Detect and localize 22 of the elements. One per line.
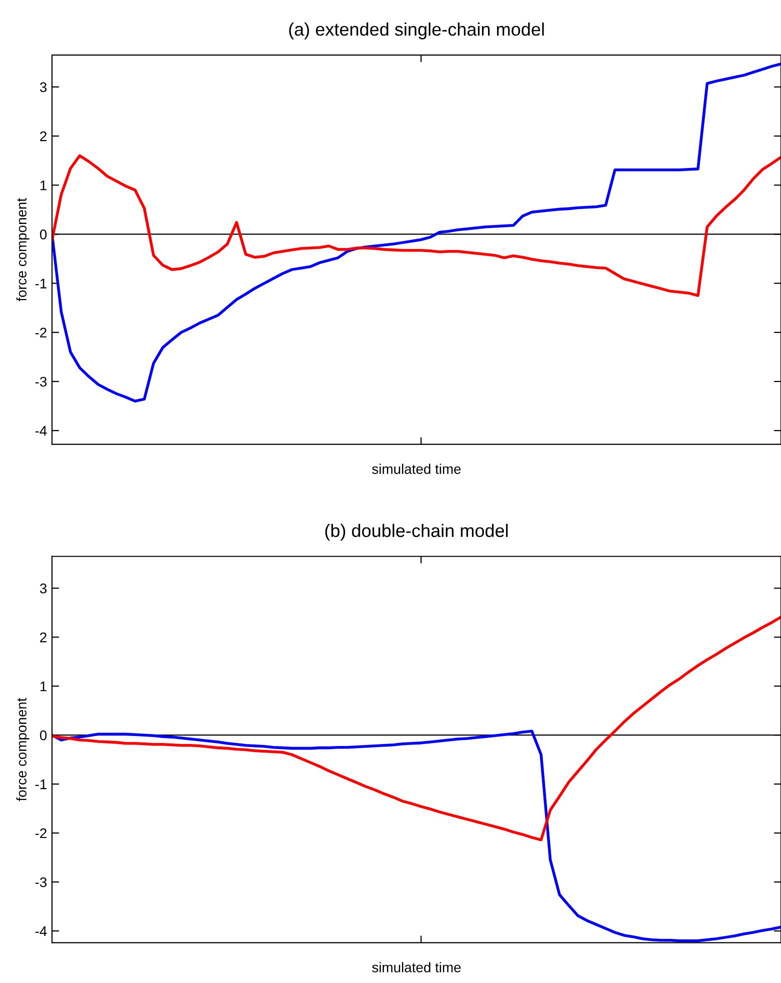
y-tick-label: -2	[35, 328, 46, 338]
y-tick-label: -4	[35, 426, 47, 436]
y-tick-label: -1	[35, 780, 46, 790]
x-axis-title: simulated time	[372, 962, 461, 972]
y-tick-label: 2	[40, 131, 46, 142]
y-tick-label: 1	[40, 682, 46, 692]
y-tick-label: -1	[35, 278, 46, 288]
y-tick-label: -3	[35, 376, 47, 387]
y-tick-label: 3	[40, 82, 47, 92]
y-tick-label: -2	[35, 828, 46, 838]
y-axis-title: force component	[16, 198, 30, 302]
chart-title: (b) double-chain model	[325, 524, 508, 541]
y-tick-label: -4	[35, 926, 47, 936]
y-tick-label: 2	[40, 632, 46, 642]
y-axis-title: force component	[16, 698, 30, 802]
y-tick-label: 1	[40, 180, 46, 190]
y-tick-label: 0	[40, 230, 47, 240]
y-tick-label: 3	[40, 584, 47, 594]
y-tick-label: 0	[40, 730, 47, 740]
x-axis-title: simulated time	[372, 464, 461, 474]
y-tick-label: -3	[35, 877, 47, 888]
chart-title: (a) extended single-chain model	[289, 22, 544, 40]
